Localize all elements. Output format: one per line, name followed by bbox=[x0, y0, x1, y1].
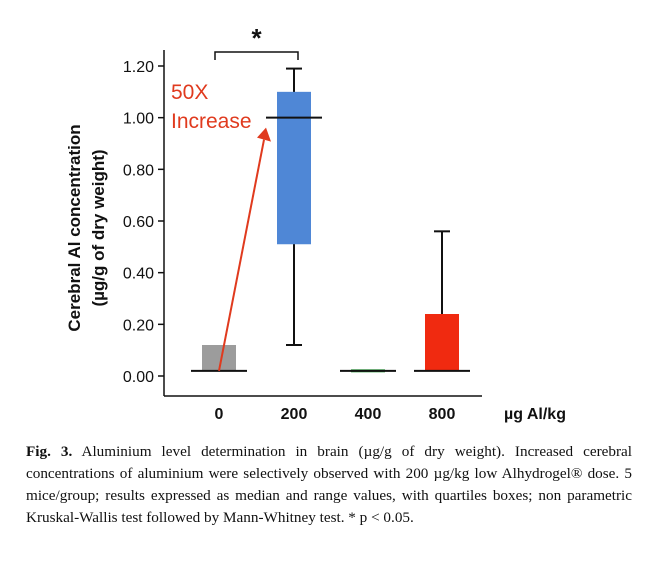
box-200 bbox=[266, 67, 322, 346]
x-ticks: 0 200 400 800 bbox=[215, 406, 456, 423]
annotation-increase-label: Increase bbox=[171, 110, 252, 133]
y-tick-label: 0.60 bbox=[123, 214, 154, 231]
quartile-box bbox=[425, 314, 459, 371]
caption-text: Aluminium level determination in brain (… bbox=[26, 443, 633, 526]
significance-bracket bbox=[214, 51, 299, 60]
box-800 bbox=[414, 230, 470, 372]
y-tick-label: 0.80 bbox=[123, 162, 154, 179]
figure-caption: Fig. 3. Aluminium level determination in… bbox=[26, 441, 632, 529]
x-tick-label: 0 bbox=[215, 406, 224, 423]
significance-star: * bbox=[251, 23, 262, 53]
x-tick-label: 200 bbox=[281, 406, 308, 423]
annotations: * 50X Increase bbox=[171, 23, 299, 372]
annotation-fold-change: 50X bbox=[171, 81, 208, 104]
box-plot: Cerebral Al concentration (µg/g of dry w… bbox=[65, 23, 566, 423]
y-ticks: 0.00 0.20 0.40 0.60 0.80 1.00 1.20 bbox=[123, 59, 164, 386]
x-axis-title: µg Al/kg bbox=[504, 406, 566, 423]
box-400 bbox=[340, 369, 396, 373]
boxes bbox=[191, 67, 470, 373]
y-tick-label: 0.00 bbox=[123, 369, 154, 386]
y-tick-label: 0.40 bbox=[123, 266, 154, 283]
y-axis-title-line2: (µg/g of dry weight) bbox=[89, 149, 108, 306]
increase-arrow-shaft bbox=[218, 139, 265, 372]
y-tick-label: 0.20 bbox=[123, 317, 154, 334]
increase-arrow-head bbox=[257, 127, 271, 142]
axes bbox=[163, 50, 482, 397]
quartile-box bbox=[277, 91, 311, 245]
y-tick-label: 1.00 bbox=[123, 111, 154, 128]
y-axis-title: Cerebral Al concentration (µg/g of dry w… bbox=[65, 124, 108, 331]
y-tick-label: 1.20 bbox=[123, 59, 154, 76]
y-axis-title-line1: Cerebral Al concentration bbox=[65, 124, 84, 331]
caption-label: Fig. 3. bbox=[26, 443, 73, 460]
x-tick-label: 400 bbox=[355, 406, 382, 423]
x-tick-label: 800 bbox=[429, 406, 456, 423]
